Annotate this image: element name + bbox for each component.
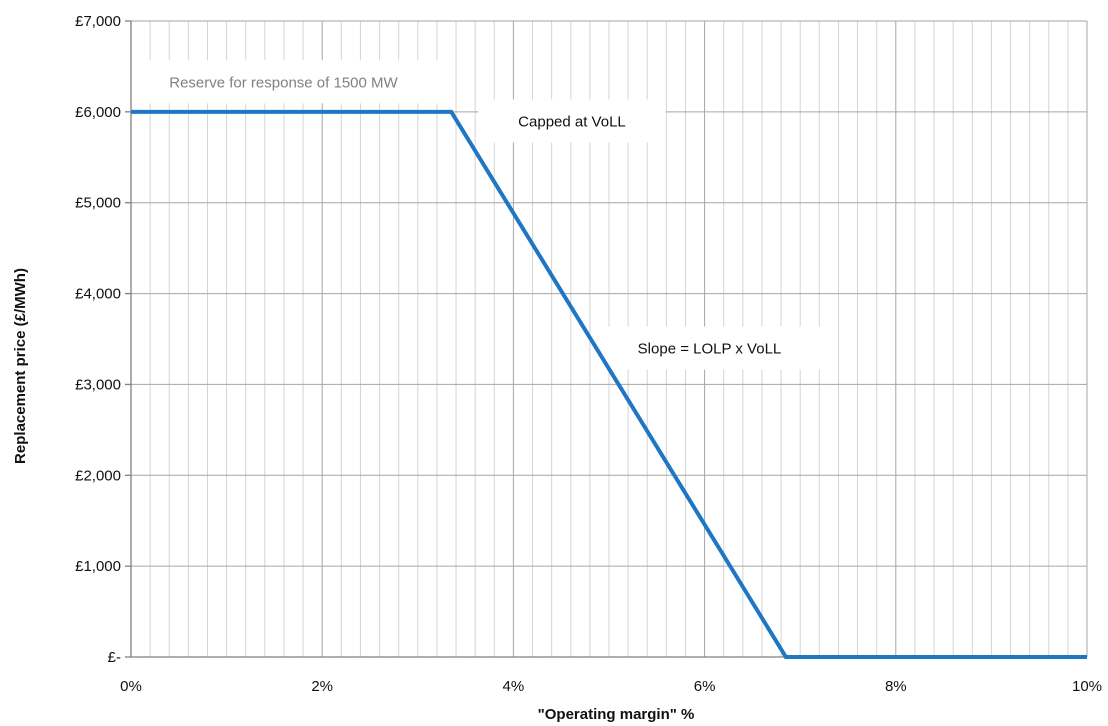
y-tick-label: £5,000 [75,195,121,212]
x-tick-label: 10% [1072,678,1102,695]
y-tick-label: £2,000 [75,467,121,484]
y-tick-label: £7,000 [75,13,121,30]
annotation-background [597,326,822,370]
y-axis-title: Replacement price (£/MWh) [12,268,29,464]
annotation-background [478,99,666,143]
x-tick-label: 0% [120,678,142,695]
annotation-label: Reserve for response of 1500 MW [169,74,398,91]
x-axis-title: "Operating margin" % [538,706,695,723]
y-tick-label: £4,000 [75,286,121,303]
annotation-label: Capped at VoLL [518,113,626,130]
y-tick-label: £- [108,649,121,666]
annotation-backgrounds [129,60,822,370]
series-line [131,109,1087,659]
data-series [131,109,1087,659]
annotations: Reserve for response of 1500 MW Capped at… [169,74,781,357]
x-tick-label: 6% [694,678,716,695]
x-tick-labels: 0% 2% 4% 6% 8% 10% [120,678,1102,695]
x-tick-label: 2% [311,678,333,695]
x-tick-label: 4% [503,678,525,695]
annotation-background [129,60,439,104]
y-tick-label: £3,000 [75,376,121,393]
x-tick-label: 8% [885,678,907,695]
y-tick-labels: £- £1,000 £2,000 £3,000 £4,000 £5,000 £6,000 £7… [75,13,121,666]
y-tick-label: £1,000 [75,558,121,575]
y-tick-label: £6,000 [75,104,121,121]
annotation-label: Slope = LOLP x VoLL [638,341,782,358]
